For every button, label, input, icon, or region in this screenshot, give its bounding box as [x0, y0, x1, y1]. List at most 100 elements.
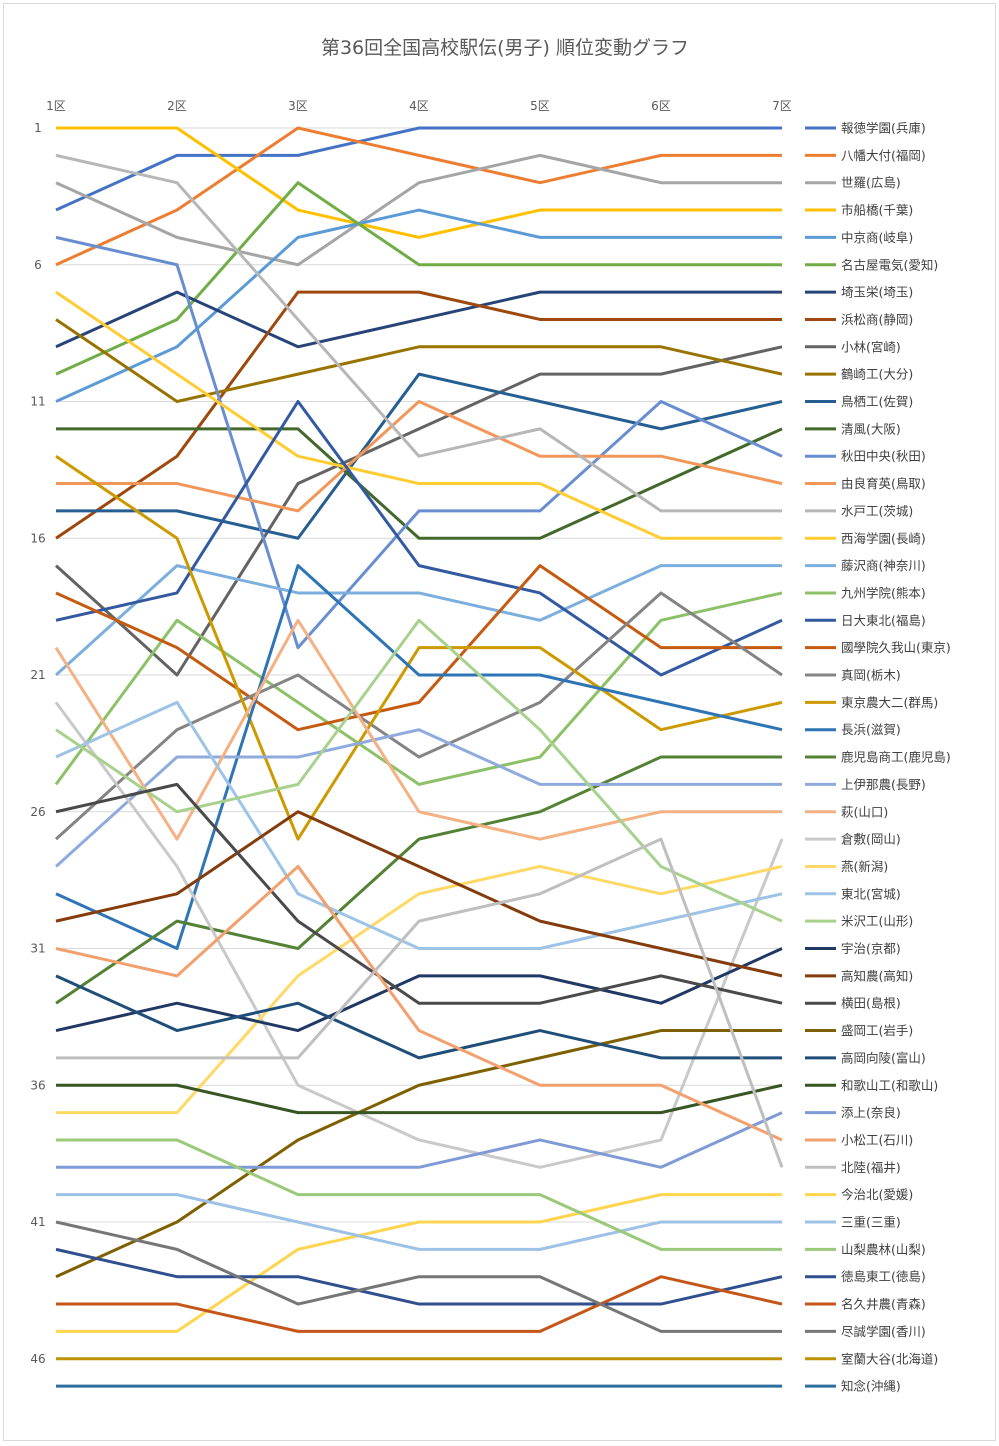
legend-label: 埼玉栄(埼玉)	[841, 285, 913, 300]
legend-label: 米沢工(山形)	[841, 914, 913, 929]
series-line-13	[56, 400, 783, 513]
y-tick-label: 6	[34, 258, 42, 272]
legend-label: 高岡向陵(富山)	[841, 1050, 926, 1065]
x-tick-label: 4区	[409, 99, 429, 113]
series-line-40	[56, 1193, 782, 1251]
y-tick-label: 36	[30, 1078, 45, 1092]
legend-label: 西海学園(長崎)	[841, 531, 926, 546]
legend-label: 知念(沖縄)	[841, 1379, 901, 1394]
legend-label: 北陸(福井)	[841, 1160, 901, 1175]
series-line-20	[54, 591, 783, 841]
legend-label: 日大東北(福島)	[841, 613, 926, 628]
legend-label: 水戸工(茨城)	[841, 503, 913, 518]
series-line-11	[56, 427, 783, 540]
legend-label: 由良育英(鳥取)	[841, 476, 926, 491]
x-tick-label: 5区	[530, 99, 550, 113]
series-line-21	[55, 454, 783, 841]
legend-label: 宇治(京都)	[841, 941, 901, 956]
legend-label: 藤沢商(神奈川)	[841, 558, 926, 573]
y-tick-label: 11	[30, 395, 45, 409]
legend-label: 真岡(栃木)	[841, 668, 901, 683]
legend-label: 八幡大付(福岡)	[841, 148, 926, 163]
y-tick-label: 31	[30, 942, 45, 956]
legend-label: 小松工(石川)	[841, 1132, 913, 1147]
series-line-18	[55, 400, 783, 677]
series-line-10	[56, 372, 783, 540]
series-line-38	[56, 837, 784, 1168]
series-line-32	[55, 782, 783, 1005]
series-line-41	[56, 1138, 782, 1251]
legend-label: 國學院久我山(東京)	[841, 640, 951, 655]
legend-label: 東北(宮城)	[841, 886, 901, 901]
series-line-30	[55, 947, 783, 1033]
legend-label: 高知農(高知)	[841, 968, 913, 983]
series-line-7	[55, 290, 782, 540]
x-tick-label: 3区	[288, 99, 308, 113]
series-line-29	[55, 618, 783, 923]
legend-label: 尽誠学園(香川)	[841, 1324, 926, 1339]
legend-label: 名久井農(青森)	[841, 1297, 926, 1312]
series-line-6	[55, 290, 782, 349]
legend-label: 報徳学園(兵庫)	[841, 121, 926, 136]
legend-label: 和歌山工(和歌山)	[841, 1078, 938, 1093]
series-line-37	[55, 864, 783, 1142]
legend-label: 浜松商(静岡)	[841, 312, 913, 327]
series-line-8	[54, 345, 783, 677]
legend-label: 東京農大二(群馬)	[841, 695, 938, 710]
series-line-19	[55, 564, 782, 732]
series-line-27	[56, 864, 783, 1115]
series-line-2	[55, 153, 782, 267]
series-line-43	[56, 1275, 783, 1333]
legend-label: 鳥栖工(佐賀)	[841, 394, 913, 409]
legend-label: 秋田中央(秋田)	[841, 449, 926, 464]
series-line-28	[55, 700, 783, 950]
series-line-0	[55, 126, 782, 212]
legend-label: 上伊那農(長野)	[841, 777, 926, 792]
y-tick-label: 21	[30, 668, 45, 682]
series-line-35	[56, 1083, 783, 1115]
legend-label: 室蘭大谷(北海道)	[841, 1351, 938, 1366]
series-line-33	[55, 1029, 782, 1279]
series-lines	[54, 126, 784, 1388]
x-tick-label: 7区	[772, 99, 792, 113]
y-tick-label: 16	[30, 531, 45, 545]
series-line-3	[56, 126, 782, 239]
series-line-24	[54, 728, 782, 868]
legend-label: 長浜(滋賀)	[841, 722, 901, 737]
chart-title: 第36回全国高校駅伝(男子) 順位変動グラフ	[321, 37, 689, 59]
series-line-34	[55, 974, 782, 1060]
series-line-1	[55, 126, 782, 267]
legend-label: 横田(島根)	[841, 996, 901, 1011]
legend-label: 山梨農林(山梨)	[841, 1242, 926, 1257]
series-line-31	[55, 810, 783, 978]
series-line-22	[55, 564, 783, 950]
legend-label: 中京商(岐阜)	[841, 230, 913, 245]
series-line-25	[54, 618, 782, 841]
series-line-14	[55, 153, 782, 513]
legend-label: 燕(新潟)	[841, 859, 888, 874]
legend-label: 小林(宮崎)	[841, 339, 901, 354]
legend-label: 萩(山口)	[841, 804, 888, 819]
legend-label: 鶴崎工(大分)	[841, 367, 913, 382]
series-line-42	[55, 1247, 783, 1306]
y-tick-label: 26	[30, 805, 45, 819]
legend-label: 市船橋(千葉)	[841, 203, 913, 218]
grid-lines	[56, 127, 782, 1360]
legend-label: 清風(大阪)	[841, 421, 901, 436]
y-tick-label: 46	[30, 1352, 45, 1366]
legend-label: 九州学院(熊本)	[841, 585, 926, 600]
x-axis-ticks: 1区 2区 3区 4区 5区 6区 7区	[46, 99, 792, 113]
series-line-36	[56, 1111, 783, 1169]
series-line-4	[55, 208, 782, 403]
x-tick-label: 6区	[651, 99, 671, 113]
x-tick-label: 2区	[167, 99, 187, 113]
legend-label: 徳島東工(徳島)	[841, 1269, 926, 1284]
series-line-9	[55, 318, 783, 403]
legend-label: 世羅(広島)	[841, 175, 901, 190]
series-line-23	[55, 755, 782, 1005]
series-line-26	[54, 701, 784, 1169]
series-line-5	[55, 181, 782, 376]
series-line-12	[55, 235, 783, 650]
